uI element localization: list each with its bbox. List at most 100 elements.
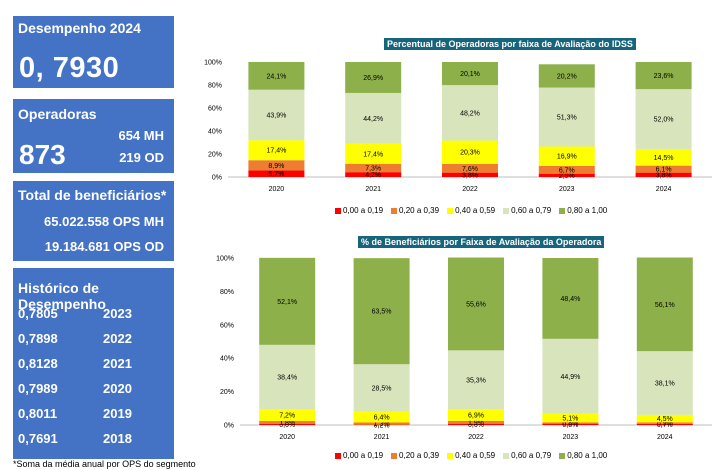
beneficiarios-mh: 65.022.558 OPS MH: [44, 214, 164, 229]
bar-segment: [248, 89, 305, 141]
data-label: 0,8%: [562, 420, 578, 427]
legend-swatch: [391, 452, 398, 459]
chart1-title: Percentual de Operadoras por faixa de Av…: [384, 38, 636, 50]
desempenho-panel: Desempenho 2024 0, 7930: [13, 16, 174, 88]
legend-label: 0,20 a 0,39: [399, 451, 440, 460]
data-label: 7,3%: [365, 165, 381, 172]
bar-segment: [442, 163, 498, 173]
y-tick-label: 60%: [220, 322, 234, 329]
bar-segment: [248, 160, 305, 171]
legend-label: 0,00 a 0,19: [343, 206, 384, 215]
historico-row: 0,8011 2019: [13, 406, 174, 430]
data-label: 2,9%: [559, 173, 575, 180]
data-label: 56,1%: [655, 302, 675, 309]
bar-segment: [353, 258, 410, 365]
x-tick-label: 2022: [462, 186, 478, 193]
legend-item: 0,20 a 0,39: [391, 451, 439, 460]
bar-segment: [538, 165, 595, 174]
bar-segment: [442, 140, 498, 164]
bar-segment: [636, 257, 693, 352]
bar-segment: [542, 413, 599, 423]
operadoras-title: Operadoras: [18, 106, 97, 122]
data-label: 26,9%: [363, 75, 383, 82]
legend-swatch: [503, 207, 510, 214]
desempenho-title: Desempenho 2024: [18, 20, 141, 36]
data-label: 43,9%: [266, 112, 286, 119]
bar-segment: [442, 172, 498, 177]
bar-segment: [353, 411, 410, 423]
y-tick-label: 20%: [208, 152, 222, 159]
x-tick-label: 2023: [559, 186, 575, 193]
bar-segment: [448, 423, 504, 425]
historico-value: 0,8128: [18, 356, 58, 371]
bar-segment: [636, 423, 693, 425]
data-label: 24,1%: [266, 73, 286, 80]
data-label: 8,9%: [268, 163, 284, 170]
historico-row: 0,7691 2018: [13, 431, 174, 455]
legend-item: 0,40 a 0,59: [447, 206, 495, 215]
data-label: 6,1%: [656, 167, 672, 174]
bar-segment: [635, 62, 692, 90]
bar-segment: [248, 170, 305, 177]
bar-segment: [636, 414, 693, 423]
data-label: 52,1%: [277, 299, 297, 306]
bar-segment: [248, 62, 305, 90]
legend-swatch: [559, 207, 566, 214]
data-label: 52,0%: [654, 117, 674, 124]
historico-value: 0,7691: [18, 431, 58, 446]
historico-row: 0,7989 2020: [13, 381, 174, 405]
bar-segment: [345, 143, 402, 164]
bar-segment: [542, 423, 599, 425]
y-tick-label: 0%: [212, 175, 222, 182]
bar-segment: [635, 172, 692, 177]
bar-segment: [345, 163, 402, 173]
legend-item: 0,40 a 0,59: [447, 451, 495, 460]
data-label: 17,4%: [266, 148, 286, 155]
beneficiarios-panel: Total de beneficiários* 65.022.558 OPS M…: [13, 181, 174, 261]
bar-segment: [635, 148, 692, 166]
data-label: 38,1%: [655, 380, 675, 387]
bar-segment: [542, 422, 599, 424]
bar-segment: [636, 422, 693, 424]
x-tick-label: 2020: [269, 186, 285, 193]
bar-segment: [538, 64, 595, 88]
bar-segment: [538, 87, 595, 147]
y-tick-label: 40%: [220, 356, 234, 363]
historico-year: 2018: [103, 431, 132, 446]
data-label: 35,3%: [466, 377, 486, 384]
x-tick-label: 2023: [563, 434, 579, 441]
bar-segment: [353, 422, 410, 425]
bar-segment: [448, 350, 504, 410]
x-tick-label: 2021: [374, 434, 390, 441]
data-label: 0,9%: [657, 421, 673, 428]
data-label: 1,9%: [468, 420, 484, 427]
legend-label: 0,40 a 0,59: [455, 206, 496, 215]
footnote: *Soma da média anual por OPS do segmento: [13, 459, 196, 469]
operadoras-od: 219 OD: [119, 150, 164, 165]
y-tick-label: 80%: [208, 83, 222, 90]
data-label: 44,9%: [560, 374, 580, 381]
y-tick-label: 80%: [220, 289, 234, 296]
bar-segment: [538, 146, 595, 166]
data-label: 0,8%: [562, 422, 578, 429]
historico-year: 2020: [103, 381, 132, 396]
data-label: 17,4%: [363, 151, 383, 158]
legend-label: 0,80 a 1,00: [567, 451, 608, 460]
data-label: 14,5%: [654, 155, 674, 162]
historico-value: 0,7898: [18, 331, 58, 346]
legend-item: 0,00 a 0,19: [335, 451, 383, 460]
bar-segment: [442, 62, 498, 86]
chart2-legend: 0,00 a 0,19 0,20 a 0,39 0,40 a 0,59 0,60 a …: [335, 451, 615, 460]
y-tick-label: 0%: [224, 423, 234, 430]
historico-year: 2022: [103, 331, 132, 346]
bar-segment: [259, 344, 316, 409]
y-tick-label: 40%: [208, 129, 222, 136]
bar-segment: [259, 420, 316, 424]
data-label: 63,5%: [372, 309, 392, 316]
x-tick-label: 2022: [468, 434, 484, 441]
beneficiarios-title: Total de beneficiários*: [18, 187, 167, 203]
bar-segment: [542, 258, 599, 339]
data-label: 5,7%: [268, 171, 284, 178]
